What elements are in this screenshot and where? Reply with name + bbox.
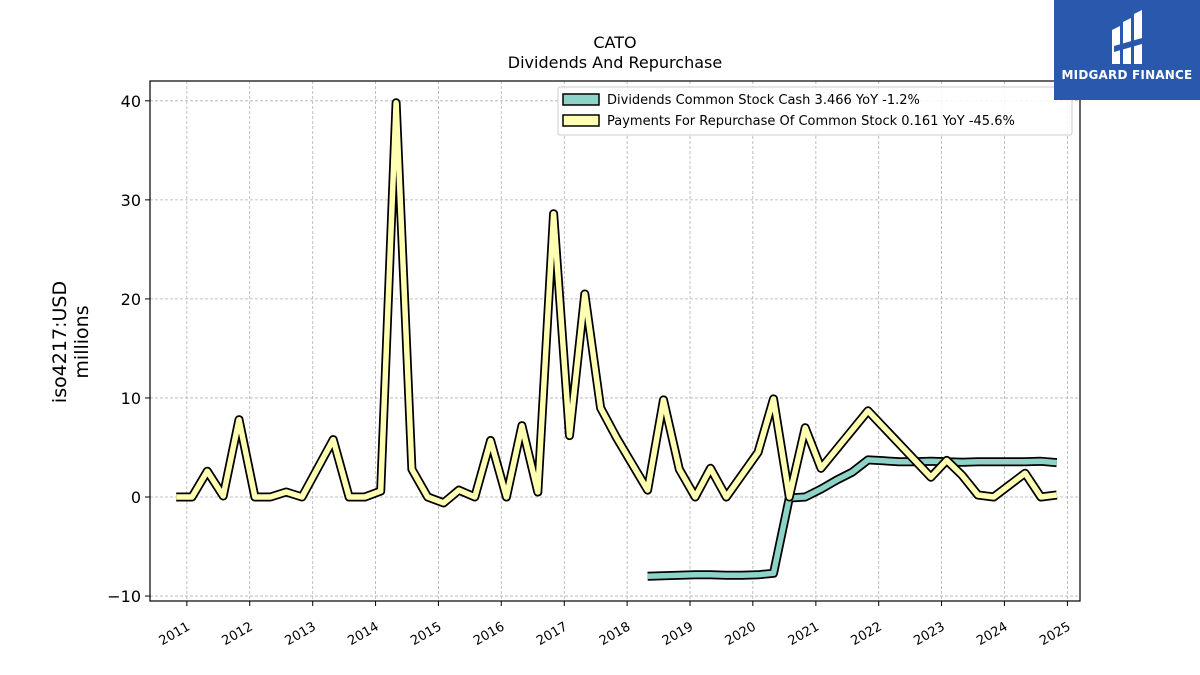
x-tick-label: 2016 [471,619,507,649]
grid-lines [150,81,1080,601]
x-tick-label: 2018 [597,619,633,649]
legend-swatch-repurchase [562,114,600,127]
legend: Dividends Common Stock Cash 3.466 YoY -1… [557,86,1073,136]
y-tick-label: 0 [131,488,141,507]
y-axis-label: iso4217:USD millions [49,281,93,403]
midgard-logo-icon [1112,10,1142,64]
y-tick-label: 40 [121,92,141,111]
x-tick-label: 2011 [157,619,193,649]
x-tick-label: 2023 [911,619,947,649]
y-axis: −10 0 10 20 30 40 [107,92,150,606]
legend-box [557,86,1073,136]
chart-title: CATO [593,33,636,52]
x-tick-label: 2012 [220,619,256,649]
x-tick-label: 2025 [1037,619,1073,649]
y-tick-label: −10 [107,587,141,606]
chart-subtitle: Dividends And Repurchase [508,53,722,72]
series-dividends [647,455,1058,581]
x-tick-label: 2013 [283,619,319,649]
x-tick-label: 2024 [974,619,1010,649]
y-axis-label-line1: iso4217:USD [49,281,71,403]
legend-label-repurchase: Payments For Repurchase Of Common Stock … [607,114,1015,129]
legend-label-dividends: Dividends Common Stock Cash 3.466 YoY -1… [607,93,920,108]
midgard-finance-logo: MIDGARD FINANCE [1054,0,1200,100]
x-tick-label: 2020 [723,619,759,649]
x-axis: 2011 2012 2013 2014 2015 2016 2017 2018 2019 2020… [157,601,1073,649]
x-tick-label: 2014 [345,619,381,649]
series-line-dividends [647,457,1058,579]
x-tick-label: 2017 [534,619,570,649]
legend-swatch-dividends [562,93,600,106]
series-layer [176,98,1058,581]
y-axis-label-line2: millions [71,305,93,378]
series-line-repurchase [176,100,1058,506]
x-tick-label: 2019 [660,619,696,649]
x-tick-label: 2022 [849,619,885,649]
x-tick-label: 2015 [408,619,444,649]
logo-text: MIDGARD FINANCE [1061,68,1193,82]
plot-frame [149,80,1081,602]
y-tick-label: 10 [121,389,141,408]
y-tick-label: 30 [121,191,141,210]
y-tick-label: 20 [121,290,141,309]
x-tick-label: 2021 [786,619,822,649]
series-repurchase [176,98,1058,508]
